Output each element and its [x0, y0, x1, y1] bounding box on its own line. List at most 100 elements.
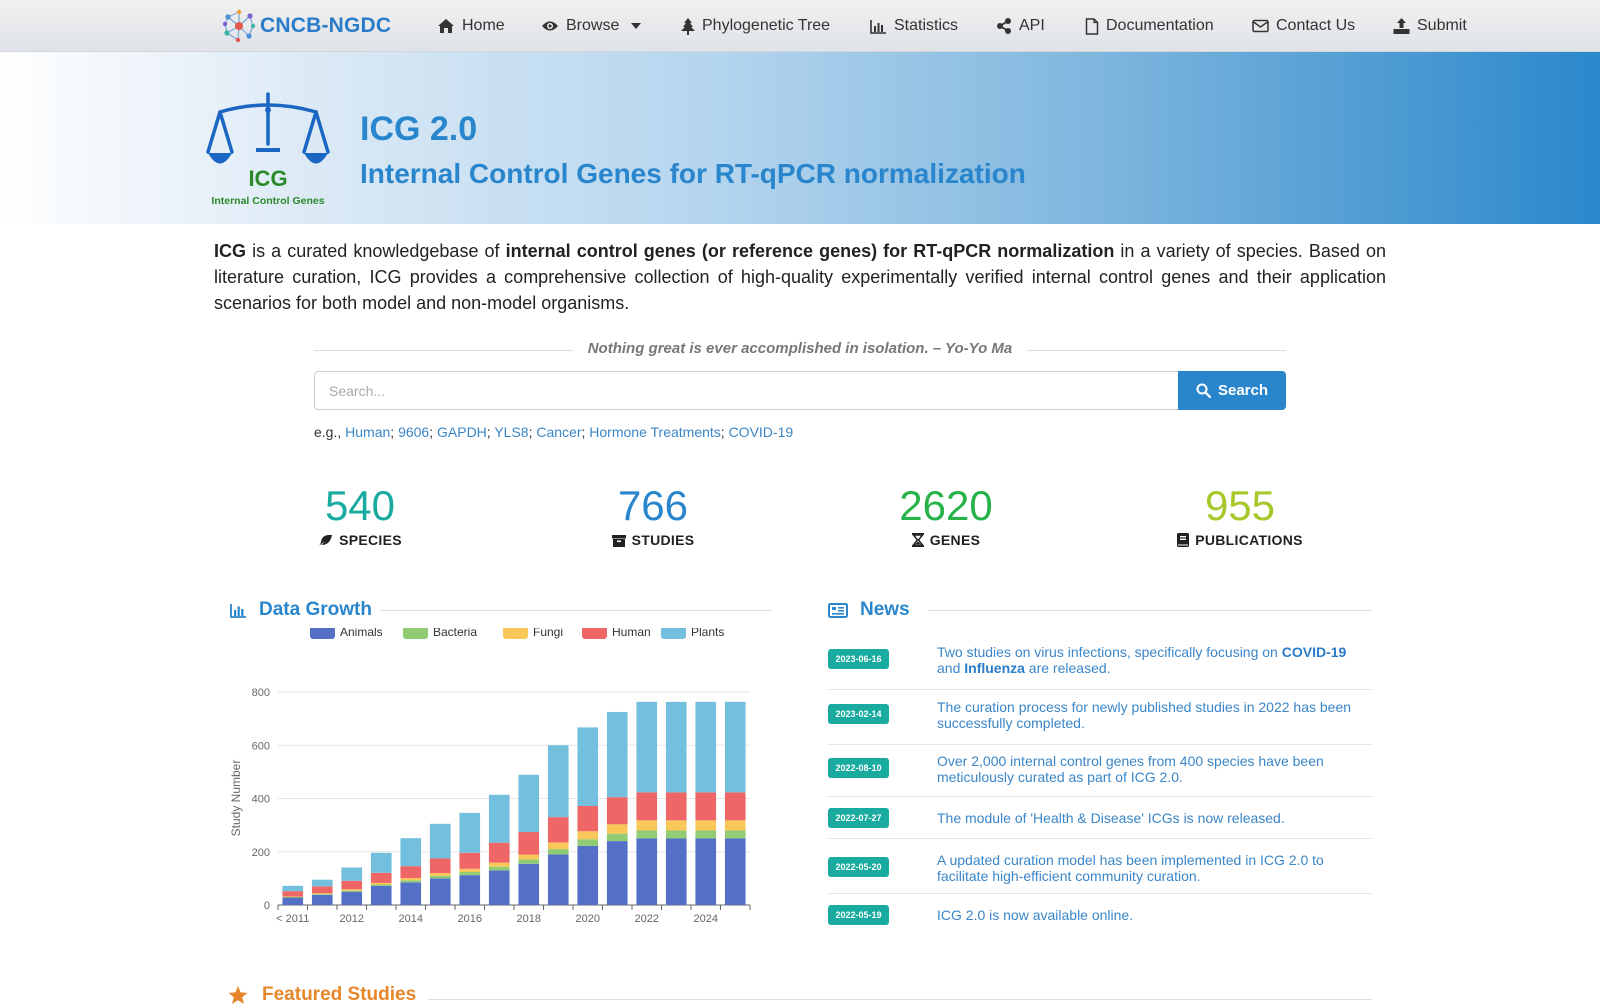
- bar-segment-plants[interactable]: [724, 701, 746, 793]
- example-link-human[interactable]: Human: [345, 424, 391, 440]
- bar-segment-bacteria[interactable]: [400, 880, 422, 883]
- bar-segment-plants[interactable]: [282, 885, 304, 892]
- news-item-text[interactable]: ICG 2.0 is now available online.: [937, 907, 1134, 923]
- news-item-text[interactable]: Over 2,000 internal control genes from 4…: [937, 753, 1324, 785]
- bar-segment-bacteria[interactable]: [665, 830, 687, 839]
- bar-segment-human[interactable]: [370, 872, 392, 883]
- bar-segment-plants[interactable]: [606, 711, 628, 798]
- bar-segment-animals[interactable]: [547, 854, 569, 905]
- news-item[interactable]: 2023-06-16 Two studies on virus infectio…: [828, 636, 1372, 690]
- news-item[interactable]: 2022-07-27 The module of 'Health & Disea…: [828, 797, 1372, 839]
- bar-segment-plants[interactable]: [665, 701, 687, 793]
- bar-segment-plants[interactable]: [429, 823, 451, 859]
- nav-contact-us[interactable]: Contact Us: [1252, 14, 1355, 38]
- news-item-text[interactable]: Two studies on virus infections, specifi…: [937, 644, 1347, 676]
- bar-segment-animals[interactable]: [724, 838, 746, 905]
- bar-segment-bacteria[interactable]: [547, 849, 569, 855]
- bar-segment-human[interactable]: [636, 792, 658, 821]
- stat-genes[interactable]: 2620 GENES: [846, 482, 1046, 548]
- bar-segment-plants[interactable]: [341, 867, 363, 881]
- bar-segment-bacteria[interactable]: [488, 866, 510, 871]
- bar-segment-fungi[interactable]: [518, 854, 540, 860]
- bar-segment-animals[interactable]: [577, 845, 599, 905]
- stat-publications[interactable]: 955 PUBLICATIONS: [1140, 482, 1340, 548]
- example-link-hormone-treatments[interactable]: Hormone Treatments: [589, 424, 721, 440]
- bar-segment-fungi[interactable]: [459, 868, 481, 872]
- bar-segment-bacteria[interactable]: [606, 833, 628, 842]
- bar-segment-fungi[interactable]: [577, 831, 599, 840]
- bar-segment-fungi[interactable]: [636, 820, 658, 831]
- bar-segment-plants[interactable]: [311, 879, 333, 887]
- bar-segment-human[interactable]: [400, 866, 422, 879]
- bar-segment-fungi[interactable]: [695, 820, 717, 831]
- news-item[interactable]: 2022-05-20 A updated curation model has …: [828, 839, 1372, 894]
- bar-segment-human[interactable]: [547, 817, 569, 843]
- bar-segment-bacteria[interactable]: [724, 830, 746, 839]
- bar-segment-fungi[interactable]: [724, 820, 746, 831]
- example-link-9606[interactable]: 9606: [398, 424, 430, 440]
- bar-segment-bacteria[interactable]: [370, 884, 392, 886]
- bar-segment-human[interactable]: [429, 858, 451, 874]
- bar-segment-fungi[interactable]: [311, 893, 333, 895]
- bar-segment-bacteria[interactable]: [459, 871, 481, 876]
- bar-segment-fungi[interactable]: [282, 896, 304, 898]
- bar-segment-human[interactable]: [577, 805, 599, 832]
- bar-segment-bacteria[interactable]: [577, 839, 599, 846]
- bar-segment-plants[interactable]: [577, 727, 599, 806]
- bar-segment-bacteria[interactable]: [695, 830, 717, 839]
- bar-segment-animals[interactable]: [370, 885, 392, 905]
- bar-segment-animals[interactable]: [459, 875, 481, 905]
- bar-segment-human[interactable]: [341, 880, 363, 890]
- bar-segment-animals[interactable]: [665, 838, 687, 905]
- bar-segment-plants[interactable]: [400, 838, 422, 867]
- bar-segment-animals[interactable]: [400, 882, 422, 905]
- brand-link[interactable]: CNCB-NGDC: [222, 8, 391, 44]
- bar-segment-animals[interactable]: [282, 897, 304, 905]
- bar-segment-animals[interactable]: [606, 841, 628, 905]
- bar-segment-bacteria[interactable]: [282, 897, 304, 898]
- legend-item-bacteria[interactable]: Bacteria: [403, 628, 477, 639]
- bar-segment-plants[interactable]: [488, 794, 510, 843]
- bar-segment-plants[interactable]: [518, 774, 540, 833]
- bar-segment-bacteria[interactable]: [341, 890, 363, 892]
- legend-item-fungi[interactable]: Fungi: [503, 628, 563, 639]
- bar-segment-human[interactable]: [518, 832, 540, 855]
- bar-segment-animals[interactable]: [341, 891, 363, 905]
- news-item[interactable]: 2022-05-19 ICG 2.0 is now available onli…: [828, 894, 1372, 934]
- bar-segment-plants[interactable]: [695, 701, 717, 793]
- bar-segment-human[interactable]: [606, 797, 628, 825]
- example-link-covid-19[interactable]: COVID-19: [728, 424, 794, 440]
- nav-documentation[interactable]: Documentation: [1085, 14, 1214, 38]
- bar-segment-animals[interactable]: [429, 878, 451, 905]
- bar-segment-human[interactable]: [282, 891, 304, 897]
- search-button[interactable]: Search: [1178, 371, 1286, 410]
- bar-segment-fungi[interactable]: [547, 842, 569, 850]
- example-link-yls8[interactable]: YLS8: [494, 424, 529, 440]
- bar-segment-animals[interactable]: [311, 894, 333, 905]
- bar-segment-animals[interactable]: [518, 863, 540, 905]
- news-item[interactable]: 2023-02-14 The curation process for newl…: [828, 690, 1372, 745]
- bar-segment-animals[interactable]: [488, 870, 510, 905]
- bar-segment-fungi[interactable]: [341, 889, 363, 891]
- nav-api[interactable]: API: [996, 14, 1045, 38]
- bar-segment-animals[interactable]: [695, 838, 717, 905]
- bar-segment-bacteria[interactable]: [429, 875, 451, 879]
- bar-segment-human[interactable]: [665, 792, 687, 821]
- bar-segment-plants[interactable]: [459, 812, 481, 853]
- bar-segment-bacteria[interactable]: [518, 859, 540, 864]
- nav-home[interactable]: Home: [437, 14, 505, 38]
- bar-segment-bacteria[interactable]: [311, 894, 333, 895]
- bar-segment-human[interactable]: [311, 886, 333, 894]
- news-item-text[interactable]: The curation process for newly published…: [937, 699, 1352, 731]
- bar-segment-animals[interactable]: [636, 838, 658, 905]
- example-link-cancer[interactable]: Cancer: [536, 424, 582, 440]
- nav-browse-dropdown[interactable]: Browse: [541, 14, 643, 38]
- bar-segment-human[interactable]: [724, 792, 746, 821]
- bar-segment-plants[interactable]: [636, 701, 658, 793]
- example-link-gapdh[interactable]: GAPDH: [437, 424, 487, 440]
- bar-segment-plants[interactable]: [370, 852, 392, 873]
- bar-segment-fungi[interactable]: [665, 820, 687, 831]
- news-item-text[interactable]: The module of 'Health & Disease' ICGs is…: [937, 810, 1285, 826]
- bar-segment-fungi[interactable]: [370, 882, 392, 885]
- stat-species[interactable]: 540 SPECIES: [260, 482, 460, 548]
